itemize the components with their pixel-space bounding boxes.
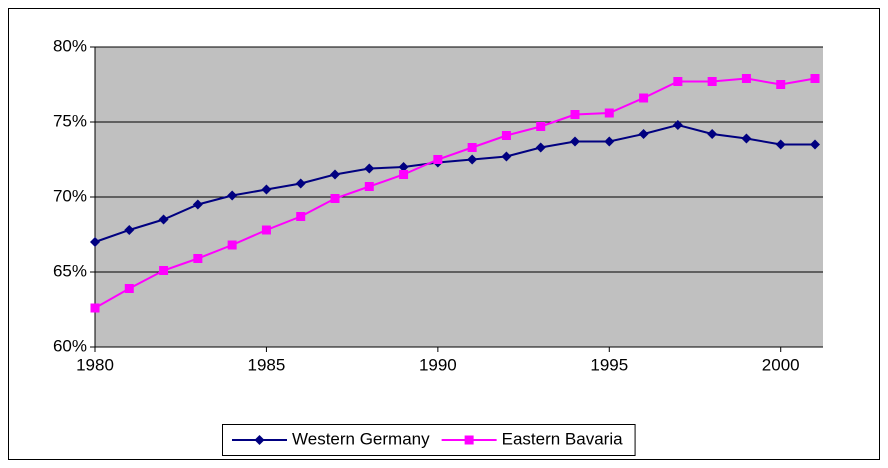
y-tick-label: 65% [53,261,87,280]
marker [192,199,203,210]
marker [261,225,271,235]
marker [124,225,135,235]
marker [227,240,237,250]
marker [158,214,169,225]
x-tick-label: 2000 [762,355,800,374]
marker [398,162,409,172]
marker [673,77,683,86]
marker [604,108,614,118]
marker [364,182,374,191]
marker [330,169,340,180]
marker [464,435,474,445]
marker [159,266,169,275]
legend-box [222,424,636,456]
marker [90,237,100,247]
marker [741,133,752,144]
marker [604,136,615,147]
marker [399,170,409,179]
legend-label: Western Germany [292,429,430,448]
series-line [94,77,816,309]
marker [193,254,203,263]
legend-label: Eastern Bavaria [502,429,623,448]
x-tick-label: 1985 [248,355,286,374]
y-tick-label: 80% [53,36,87,55]
marker [776,80,786,89]
marker [467,154,478,165]
x-tick-label: 1995 [590,355,628,374]
marker [570,136,580,147]
marker [124,284,134,293]
marker [90,303,100,313]
marker [330,194,340,203]
marker [227,190,238,201]
marker [535,142,546,153]
marker [536,122,546,131]
marker [254,435,265,445]
marker [364,163,375,174]
marker [501,131,511,140]
x-tick-label: 1990 [419,355,457,374]
marker [295,178,306,189]
marker [638,129,649,139]
marker [775,139,786,150]
marker [810,74,820,83]
marker [433,155,443,164]
marker [570,110,580,119]
marker [501,151,512,162]
marker [296,212,306,221]
y-tick-label: 70% [53,186,87,205]
marker [467,143,477,152]
x-tick-label: 1980 [76,355,114,374]
y-tick-label: 75% [53,111,87,130]
series-line [94,123,815,243]
marker [672,120,683,130]
y-tick-label: 60% [53,336,87,355]
marker [810,139,820,150]
legend: Western Germany Eastern Bavaria [222,424,636,456]
marker [741,74,751,83]
marker [707,129,718,139]
marker [707,77,717,86]
marker [639,93,649,103]
marker [261,184,272,195]
